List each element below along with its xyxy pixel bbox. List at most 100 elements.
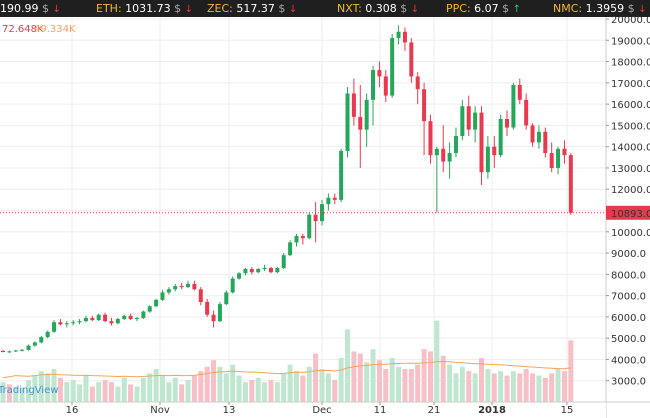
candle-body — [434, 148, 439, 156]
x-tick-label: 11 — [374, 405, 387, 416]
volume-bar — [262, 382, 268, 402]
candle-body — [179, 286, 184, 288]
volume-bar — [268, 380, 274, 402]
candle-body — [230, 278, 235, 293]
volume-bar — [491, 373, 497, 402]
volume-bar — [396, 366, 402, 402]
candle-body — [294, 236, 299, 243]
ticker-item[interactable]: ZEC: 517.37 $ ↓ — [207, 0, 297, 17]
volume-bar — [230, 364, 236, 402]
ticker-item[interactable]: ETH: 1031.73 $ ↓ — [96, 0, 193, 17]
y-tick-label: 5000.0 — [611, 334, 646, 345]
candle-body — [485, 146, 490, 173]
y-tick-label: 7000.0 — [611, 292, 646, 303]
ticker-value: 517.37 — [236, 2, 275, 15]
candle-body — [160, 292, 165, 300]
candle-body — [339, 150, 344, 200]
volume-bar — [523, 369, 529, 402]
candle-body — [96, 314, 101, 321]
candle-body — [498, 119, 503, 156]
volume-bar — [115, 386, 121, 402]
price-ticker: 190.99 $ ↓ ETH: 1031.73 $ ↓ ZEC: 517.37 $ … — [0, 0, 650, 17]
x-tick-label: 13 — [223, 405, 236, 416]
candle-body — [466, 106, 471, 130]
candle-body — [77, 321, 82, 323]
candle-body — [415, 76, 420, 90]
volume-bar — [453, 373, 459, 402]
volume-bar — [389, 358, 395, 402]
y-tick-label: 19000.0 — [611, 36, 650, 47]
ticker-item[interactable]: NMC: 1.3959 $ ↓ — [553, 0, 647, 17]
volume-bar — [147, 373, 153, 402]
ticker-item[interactable]: PPC: 6.07 $ ↑ — [446, 0, 521, 17]
y-tick-label: 6000.0 — [611, 313, 646, 324]
volume-bar — [287, 364, 293, 402]
last-price-badge — [606, 205, 650, 220]
ticker-item[interactable]: 190.99 $ ↓ — [0, 0, 61, 17]
candle-body — [217, 304, 222, 322]
candle-body — [122, 315, 127, 320]
volume-bar — [19, 387, 25, 402]
volume-bar — [198, 371, 204, 402]
volume-bar — [383, 369, 389, 402]
last-price-label: 10893.0 — [611, 209, 650, 220]
candle-body — [1, 350, 5, 352]
y-tick-label: 15000.0 — [611, 121, 650, 132]
candle-body — [409, 42, 414, 77]
ticker-currency: $ — [624, 2, 639, 15]
volume-bar — [255, 377, 261, 402]
volume-bar — [536, 375, 542, 402]
candle-body — [237, 273, 242, 279]
candle-body — [371, 70, 376, 100]
candle-body — [517, 84, 522, 100]
volume-bar — [6, 384, 12, 402]
volume-bar — [242, 382, 248, 402]
volume-bar — [236, 375, 242, 402]
volume-bar — [561, 371, 567, 402]
y-tick-label: 18000.0 — [611, 58, 650, 69]
volume-bar — [160, 375, 165, 402]
volume-bar — [504, 375, 510, 402]
candle-body — [134, 317, 139, 320]
volume-bar — [83, 375, 89, 402]
volume-bar — [466, 371, 472, 402]
volume-bar — [102, 380, 108, 402]
candle-body — [52, 322, 57, 332]
ticker-value: 6.07 — [474, 2, 499, 15]
ticker-value: 1031.73 — [125, 2, 171, 15]
volume-bar — [440, 355, 446, 402]
candle-body — [390, 38, 395, 96]
volume-bar — [313, 353, 319, 402]
candle-body — [83, 317, 88, 322]
candle-body — [109, 321, 114, 324]
volume-bar — [370, 349, 376, 402]
candle-body — [396, 31, 401, 39]
y-tick-label: 9000.0 — [611, 249, 646, 260]
candle-body — [211, 314, 216, 322]
volume-value: 72.648K — [2, 24, 44, 35]
candle-body — [7, 351, 12, 353]
candle-body — [141, 311, 146, 318]
time-axis — [0, 402, 606, 418]
y-tick-label: 17000.0 — [611, 79, 650, 90]
x-tick-label: Dec — [312, 405, 331, 416]
arrow-down-icon: ↓ — [638, 4, 647, 15]
ticker-value: 0.308 — [365, 2, 397, 15]
candle-body — [58, 322, 63, 325]
candle-body — [428, 121, 433, 156]
volume-bar — [332, 380, 338, 402]
ticker-item[interactable]: NXT: 0.308 $ ↓ — [337, 0, 419, 17]
candle-body — [549, 153, 554, 168]
volume-bar — [427, 351, 433, 402]
candle-body — [147, 306, 152, 312]
arrow-down-icon: ↓ — [184, 4, 194, 15]
volume-bar — [45, 373, 51, 402]
y-tick-label: 13000.0 — [611, 164, 650, 175]
y-tick-label: 8000.0 — [611, 270, 646, 281]
candle-body — [422, 89, 427, 122]
ticker-symbol: ETH: — [96, 2, 126, 15]
candle-body — [173, 286, 178, 290]
candle-body — [441, 148, 446, 162]
volume-bar — [325, 373, 331, 402]
candle-body — [243, 269, 248, 274]
